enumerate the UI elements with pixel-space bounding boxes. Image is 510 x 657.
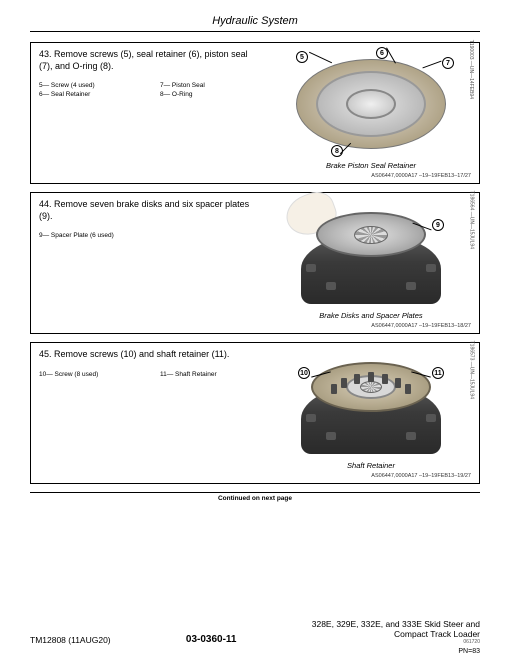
legend-item: 6— Seal Retainer: [39, 91, 140, 99]
page: Hydraulic System 43. Remove screws (5), …: [0, 0, 510, 502]
callout-11: 11: [432, 367, 444, 379]
side-ref: T186573 —UN—15JUL94: [468, 341, 474, 399]
legend: 10— Screw (8 used) 11— Shaft Retainer: [39, 371, 261, 379]
figure-ref: AS06447,0000A17 –19–19FEB13–18/27: [271, 323, 471, 329]
side-ref: T186564 —UN—15JUL94: [468, 191, 474, 249]
legend: 9— Spacer Plate (6 used): [39, 232, 261, 240]
step-text: Remove screws (5), seal retainer (6), pi…: [39, 49, 248, 71]
step-num: 43.: [39, 49, 54, 59]
step-num: 44.: [39, 199, 54, 209]
callout-10: 10: [298, 367, 310, 379]
page-number: PN=83: [458, 648, 480, 655]
step-text: Remove screws (10) and shaft retainer (1…: [54, 349, 229, 359]
continued-text: Continued on next page: [30, 495, 480, 502]
legend-item: 8— O-Ring: [160, 91, 261, 99]
callout-7: 7: [442, 57, 454, 69]
step-num: 45.: [39, 349, 54, 359]
figure-caption: Brake Disks and Spacer Plates: [271, 311, 471, 320]
figure-ref: AS06447,0000A17 –19–19FEB13–19/27: [271, 473, 471, 479]
step-text-col: 44. Remove seven brake disks and six spa…: [39, 199, 261, 329]
figure-brake-disks: 9: [276, 199, 466, 309]
step-text: Remove seven brake disks and six spacer …: [39, 199, 249, 221]
figure-shaft-retainer: 10 11: [276, 349, 466, 459]
figure-seal-retainer: 5 6 7 8: [276, 49, 466, 159]
step-text-col: 45. Remove screws (10) and shaft retaine…: [39, 349, 261, 479]
callout-5: 5: [296, 51, 308, 63]
rule: [30, 492, 480, 493]
footer-right-2: Compact Track Loader: [312, 629, 480, 639]
section-title: Hydraulic System: [30, 15, 480, 32]
figure-col: T186564 —UN—15JUL94 9: [271, 199, 471, 329]
figure-caption: Shaft Retainer: [271, 461, 471, 470]
footer-tiny: 061720: [312, 639, 480, 645]
legend-item: 11— Shaft Retainer: [160, 371, 261, 379]
legend-item: 7— Piston Seal: [160, 82, 261, 90]
step-44: 44. Remove seven brake disks and six spa…: [30, 192, 480, 334]
figure-caption: Brake Piston Seal Retainer: [271, 161, 471, 170]
figure-ref: AS06447,0000A17 –19–19FEB13–17/27: [271, 173, 471, 179]
callout-9: 9: [432, 219, 444, 231]
footer: TM12808 (11AUG20) 03-0360-11 328E, 329E,…: [30, 619, 480, 645]
legend-item: 9— Spacer Plate (6 used): [39, 232, 140, 240]
legend: 5— Screw (4 used) 6— Seal Retainer 7— Pi…: [39, 82, 261, 99]
step-43: 43. Remove screws (5), seal retainer (6)…: [30, 42, 480, 184]
step-text-col: 43. Remove screws (5), seal retainer (6)…: [39, 49, 261, 179]
footer-left: TM12808 (11AUG20): [30, 635, 111, 645]
footer-right-1: 328E, 329E, 332E, and 333E Skid Steer an…: [312, 619, 480, 629]
legend-item: 5— Screw (4 used): [39, 82, 140, 90]
figure-col: T186573 —UN—15JUL94: [271, 349, 471, 479]
legend-item: 10— Screw (8 used): [39, 371, 140, 379]
figure-col: T190003 —UN—14FEB94 5 6 7 8 Brake Piston…: [271, 49, 471, 179]
footer-right: 328E, 329E, 332E, and 333E Skid Steer an…: [312, 619, 480, 645]
side-ref: T190003 —UN—14FEB94: [468, 40, 474, 99]
footer-mid: 03-0360-11: [186, 634, 237, 645]
step-45: 45. Remove screws (10) and shaft retaine…: [30, 342, 480, 484]
